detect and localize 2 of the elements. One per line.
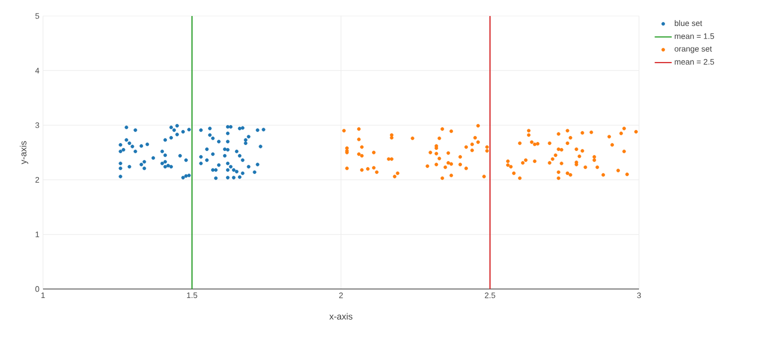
x-axis-title: x-axis xyxy=(329,313,352,320)
y-axis-title: y-axis xyxy=(20,141,28,164)
